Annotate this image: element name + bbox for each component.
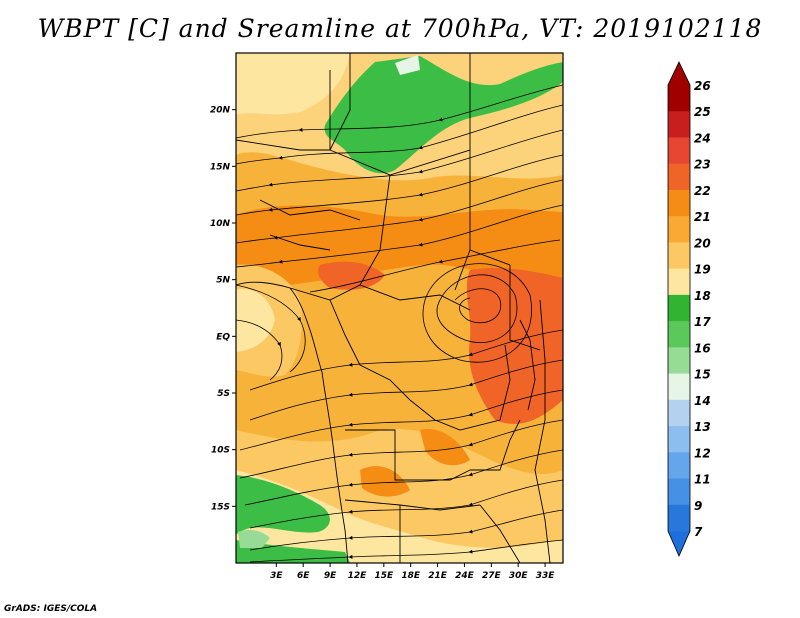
colorbar-swatch [668, 426, 690, 453]
colorbar-label: 21 [694, 210, 711, 224]
colorbar-label: 22 [694, 184, 711, 198]
colorbar-label: 26 [694, 79, 711, 93]
lon-tick-label: 27E [482, 571, 502, 581]
latitude-axis: 20N 15N 10N 5N EQ 5S 10S 15S [210, 106, 236, 512]
colorbar-swatch [668, 321, 690, 348]
colorbar-label: 23 [694, 158, 711, 172]
colorbar-label: 13 [694, 420, 711, 434]
lat-tick-label: EQ [216, 332, 230, 342]
colorbar-label: 24 [694, 131, 711, 145]
lon-tick-label: 6E [297, 571, 310, 581]
colorbar-swatch [668, 294, 690, 322]
lat-tick-label: 15N [210, 162, 231, 172]
colorbar-swatch [668, 399, 690, 427]
streamlines [236, 84, 563, 563]
colorbar-label: 12 [694, 446, 711, 460]
colorbar-label: 7 [694, 525, 703, 539]
colorbar-label: 14 [694, 394, 711, 408]
colorbar-swatch [668, 163, 690, 191]
colorbar-label: 17 [694, 315, 711, 329]
lon-tick-label: 3E [270, 571, 283, 581]
lon-tick-label: 30E [509, 571, 529, 581]
map-frame [235, 52, 564, 564]
colorbar-lower-arrow [668, 531, 690, 556]
colorbar-swatch [668, 373, 690, 401]
lat-tick-label: 10N [210, 219, 231, 229]
colorbar-swatch [668, 504, 690, 532]
footer-credit: GrADS: IGES/COLA [4, 604, 98, 614]
colorbar-swatch [668, 216, 690, 243]
colorbar-swatch [668, 268, 690, 296]
lat-tick-label: 5N [216, 276, 230, 286]
country-borders [236, 53, 551, 563]
colorbar: 26 25 24 23 22 21 20 19 18 17 16 15 14 13 12 11 9 7 [667, 61, 711, 557]
colorbar-swatch [668, 347, 690, 375]
wbpt-shading [236, 53, 563, 563]
colorbar-swatch [668, 137, 690, 165]
colorbar-label: 19 [694, 263, 711, 277]
longitude-axis: 3E 6E 9E 12E 15E 18E 21E 24E 27E 30E 33E [270, 563, 555, 581]
lon-tick-label: 18E [401, 571, 421, 581]
colorbar-swatch [668, 85, 690, 112]
lon-tick-label: 21E [428, 571, 448, 581]
lon-tick-label: 9E [324, 571, 337, 581]
lat-tick-label: 5S [217, 389, 230, 399]
colorbar-swatch [668, 452, 690, 480]
colorbar-label: 15 [694, 368, 711, 382]
colorbar-swatch [668, 242, 690, 270]
lon-tick-label: 15E [374, 571, 394, 581]
green-region-north [324, 56, 563, 174]
lon-tick-label: 33E [536, 571, 556, 581]
plot-title: WBPT [C] and Sreamline at 700hPa, VT: 20… [37, 14, 763, 43]
colorbar-upper-arrow [668, 62, 690, 85]
colorbar-swatch [668, 478, 690, 506]
lat-tick-label: 15S [211, 502, 230, 512]
colorbar-label: 16 [694, 341, 711, 355]
colorbar-swatch [668, 111, 690, 138]
lon-tick-label: 24E [455, 571, 475, 581]
colorbar-label: 20 [694, 236, 711, 250]
green-region-southwest [236, 475, 330, 535]
colorbar-label: 11 [694, 473, 711, 487]
lat-tick-label: 20N [210, 106, 231, 116]
lat-tick-label: 10S [211, 446, 230, 456]
colorbar-outline [667, 61, 691, 557]
colorbar-label: 25 [694, 105, 711, 119]
lon-tick-label: 12E [348, 571, 368, 581]
colorbar-swatch [668, 189, 690, 217]
colorbar-label: 18 [694, 289, 711, 303]
colorbar-label: 9 [694, 499, 702, 513]
